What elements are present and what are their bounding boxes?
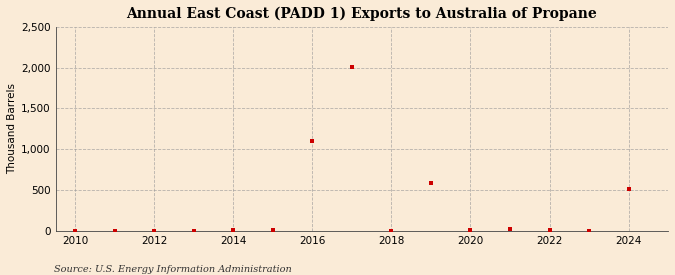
Point: [386, 229, 397, 233]
Point: [346, 65, 357, 69]
Point: [465, 228, 476, 233]
Point: [425, 181, 436, 185]
Point: [188, 229, 199, 233]
Point: [109, 228, 120, 233]
Point: [228, 228, 239, 233]
Y-axis label: Thousand Barrels: Thousand Barrels: [7, 83, 17, 174]
Text: Source: U.S. Energy Information Administration: Source: U.S. Energy Information Administ…: [54, 265, 292, 274]
Point: [544, 227, 555, 232]
Point: [505, 227, 516, 231]
Point: [70, 229, 81, 233]
Point: [267, 228, 278, 232]
Point: [623, 186, 634, 191]
Title: Annual East Coast (PADD 1) Exports to Australia of Propane: Annual East Coast (PADD 1) Exports to Au…: [126, 7, 597, 21]
Point: [307, 138, 318, 143]
Point: [149, 229, 160, 233]
Point: [584, 228, 595, 233]
